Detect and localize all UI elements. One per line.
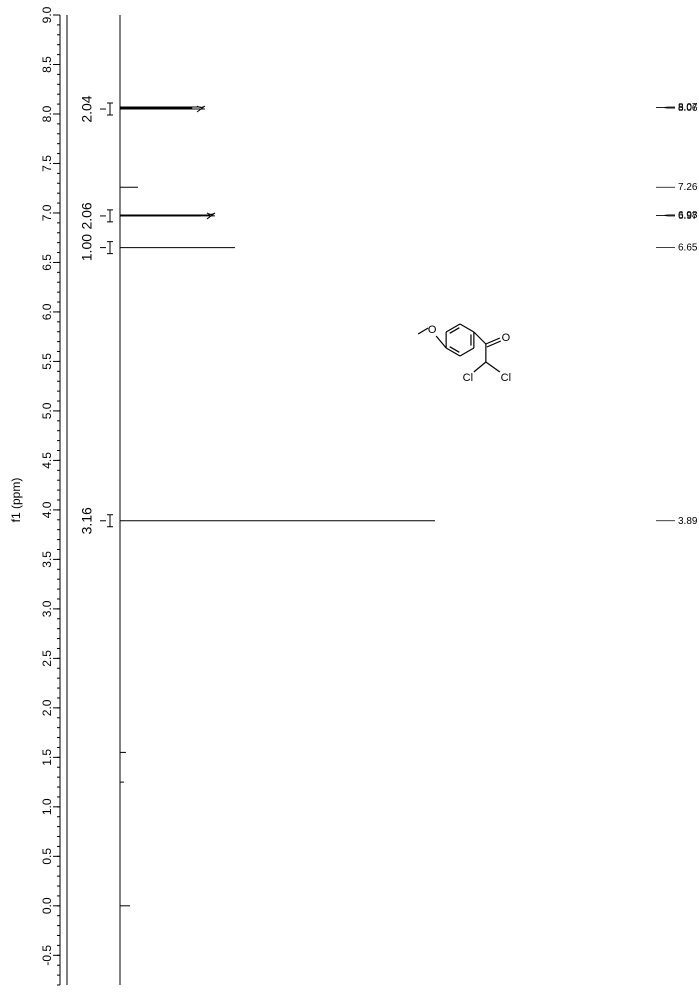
integral-value: 3.16 bbox=[79, 507, 95, 534]
tick-label: 8.0 bbox=[40, 105, 54, 122]
tick-label: 0.0 bbox=[40, 897, 54, 914]
axis-title: f1 (ppm) bbox=[9, 478, 23, 523]
molecule-atom-label: Cl bbox=[463, 372, 473, 384]
tick-label: 5.5 bbox=[40, 353, 54, 370]
molecule-atom-label: Cl bbox=[501, 372, 511, 384]
tick-label: 3.0 bbox=[40, 600, 54, 617]
y-axis: 9.0 8.5 8.0 7.5 7.0 6.5 6.0 5.5 5.0 4.5 4.0 3.5 3.0 2… bbox=[40, 6, 67, 985]
peak-ppm-label: 3.89 bbox=[678, 516, 698, 527]
spectrum-peaks bbox=[120, 106, 435, 906]
peak-labels: 8.078.067.266.986.976.653.89 bbox=[656, 102, 698, 527]
integral-value: 1.00 bbox=[79, 234, 95, 261]
molecule-atom-label: O bbox=[502, 332, 511, 344]
tick-label: 3.5 bbox=[40, 551, 54, 568]
peak-ppm-label: 6.65 bbox=[678, 243, 698, 254]
tick-label: 2.0 bbox=[40, 699, 54, 716]
tick-label: 8.5 bbox=[40, 56, 54, 73]
tick-label: 0.5 bbox=[40, 848, 54, 865]
integral-value: 2.06 bbox=[79, 202, 95, 229]
tick-label: -0.5 bbox=[40, 945, 54, 966]
tick-label: 6.5 bbox=[40, 254, 54, 271]
peak-ppm-label: 7.26 bbox=[678, 182, 698, 193]
tick-label: 2.5 bbox=[40, 650, 54, 667]
tick-label: 4.0 bbox=[40, 501, 54, 518]
molecule-structure: O O Cl Cl bbox=[418, 324, 511, 384]
tick-label: 7.0 bbox=[40, 204, 54, 221]
nmr-spectrum: 9.0 8.5 8.0 7.5 7.0 6.5 6.0 5.5 5.0 4.5 4.0 3.5 3.0 2… bbox=[0, 0, 699, 1000]
tick-label: 4.5 bbox=[40, 452, 54, 469]
integral-labels: 2.04 2.06 1.00 3.16 bbox=[79, 95, 113, 534]
tick-label: 5.0 bbox=[40, 402, 54, 419]
tick-label: 1.0 bbox=[40, 798, 54, 815]
peak-ppm-label: 6.97 bbox=[678, 211, 698, 222]
tick-label: 1.5 bbox=[40, 749, 54, 766]
tick-label: 7.5 bbox=[40, 155, 54, 172]
integral-value: 2.04 bbox=[79, 95, 95, 122]
tick-label: 9.0 bbox=[40, 6, 54, 23]
peak-ppm-label: 8.06 bbox=[678, 103, 698, 114]
molecule-atom-label: O bbox=[428, 324, 437, 336]
tick-label: 6.0 bbox=[40, 303, 54, 320]
